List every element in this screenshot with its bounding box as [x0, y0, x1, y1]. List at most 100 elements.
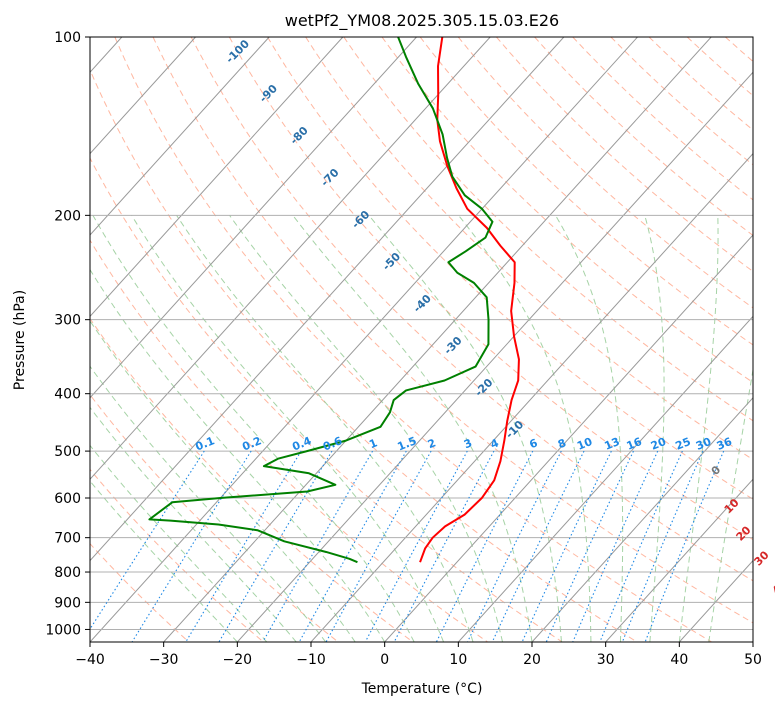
dry-adiabat: [381, 37, 753, 384]
x-tick-label: 0: [380, 652, 389, 668]
isotherm: [163, 37, 712, 642]
mixing-ratio-line: [90, 450, 205, 631]
mixing-ratio-line: [393, 450, 495, 642]
y-axis-title: Pressure (hPa): [12, 290, 28, 390]
y-tick-label: 800: [54, 565, 81, 581]
mixing-ratio-line: [364, 450, 468, 642]
y-tick-label: 1000: [45, 622, 81, 638]
isotherm: [90, 37, 196, 155]
dry-adiabat: [90, 157, 563, 642]
dry-adiabat: [457, 37, 753, 309]
moist-adiabat: [90, 406, 297, 642]
x-tick-label: −10: [296, 652, 326, 668]
moist-adiabat: [458, 215, 592, 642]
x-tick-label: 20: [523, 652, 541, 668]
background-lines: [90, 37, 753, 642]
dry-adiabat: [572, 37, 753, 201]
mixing-ratio-line: [325, 450, 432, 642]
isotherm: [236, 71, 753, 642]
moist-adiabat: [644, 215, 665, 642]
dry-adiabat: [190, 37, 753, 582]
mixing-ratio-line: [298, 450, 407, 642]
y-axis: 1000 900 800 700 600 500 400 300 200 100: [45, 30, 90, 638]
moist-adiabat: [90, 444, 268, 642]
x-tick-label: −40: [75, 652, 105, 668]
y-tick-label: 300: [54, 313, 81, 329]
mixing-ratio-label: 20: [649, 435, 668, 453]
isotherm: [531, 397, 753, 642]
isotherm: [90, 37, 491, 480]
temperature-profile: [419, 37, 520, 563]
mixing-ratio-label: 1: [367, 436, 379, 451]
dry-adiabat: [90, 468, 264, 642]
mixing-ratio-line: [467, 450, 562, 642]
isotherm: [90, 37, 270, 236]
y-tick-label: 200: [54, 208, 81, 224]
moist-adiabat: [90, 480, 238, 642]
moist-adiabat: [708, 366, 753, 642]
mixing-ratio-line: [572, 450, 659, 642]
isotherm: [310, 152, 753, 642]
mixing-ratio-label: 10: [575, 435, 594, 453]
mixing-ratio-line: [262, 450, 374, 642]
mixing-ratio-line: [218, 450, 333, 642]
mixing-ratio-label: 8: [556, 436, 568, 451]
isotherm: [90, 37, 417, 399]
mixing-ratio-label: 2: [426, 436, 438, 451]
x-axis: −40 −30 −20 −10 0 10 20 30 40 50: [75, 642, 762, 668]
moist-adiabat: [555, 215, 624, 642]
dewpoint-profile: [148, 37, 494, 564]
y-tick-label: 700: [54, 531, 81, 547]
mixing-ratio-line: [599, 450, 683, 642]
mixing-ratio-label: 13: [603, 435, 622, 453]
mixing-ratio-line: [131, 450, 252, 642]
y-tick-label: 500: [54, 444, 81, 460]
x-tick-label: 40: [670, 652, 688, 668]
moist-adiabat: [229, 215, 504, 642]
x-tick-label: 30: [597, 652, 615, 668]
mixing-ratio-line: [545, 450, 634, 642]
moist-adiabat-label: 40: [770, 577, 775, 597]
plot-area: [90, 37, 753, 642]
mixing-ratio-line: [491, 450, 585, 642]
dry-adiabat: [90, 239, 488, 642]
dry-adiabat: [267, 37, 753, 500]
chart-title: wetPf2_YM08.2025.305.15.03.E26: [285, 11, 559, 31]
x-tick-label: 50: [744, 652, 762, 668]
x-tick-label: −30: [149, 652, 179, 668]
data-lines: [148, 37, 520, 564]
moist-adiabat: [131, 215, 445, 642]
x-tick-label: −20: [223, 652, 253, 668]
dry-adiabat: [90, 393, 339, 642]
mixing-ratio-label: 36: [715, 435, 734, 453]
x-tick-label: 10: [449, 652, 467, 668]
dry-adiabat: [228, 37, 753, 541]
dry-adiabat: [90, 68, 638, 642]
moist-adiabat: [90, 320, 356, 642]
y-tick-label: 900: [54, 595, 81, 611]
isotherm: [605, 478, 753, 642]
isotherm: [90, 37, 344, 318]
isotherm: [90, 37, 638, 642]
mixing-ratio-line: [644, 450, 725, 642]
mixing-ratio-label: 16: [625, 435, 644, 453]
isotherm: [90, 37, 565, 562]
y-tick-label: 400: [54, 387, 81, 403]
isotherm: [457, 315, 753, 642]
moist-adiabat: [368, 215, 562, 642]
mixing-ratio-label: 3: [462, 436, 474, 451]
y-tick-label: 100: [54, 30, 81, 46]
x-axis-title: Temperature (°C): [361, 681, 483, 697]
dry-adiabat: [534, 37, 753, 237]
mixing-ratio-line: [185, 450, 302, 642]
mixing-ratio-label: 25: [674, 435, 693, 453]
moist-adiabat: [678, 215, 719, 642]
dry-adiabat: [343, 37, 753, 422]
dry-adiabat: [114, 37, 712, 642]
dry-adiabat: [419, 37, 753, 346]
dry-adiabat: [152, 37, 753, 624]
mixing-ratio-label: 30: [694, 435, 713, 453]
mixing-ratio-line: [621, 450, 704, 642]
moist-adiabat: [92, 215, 415, 642]
